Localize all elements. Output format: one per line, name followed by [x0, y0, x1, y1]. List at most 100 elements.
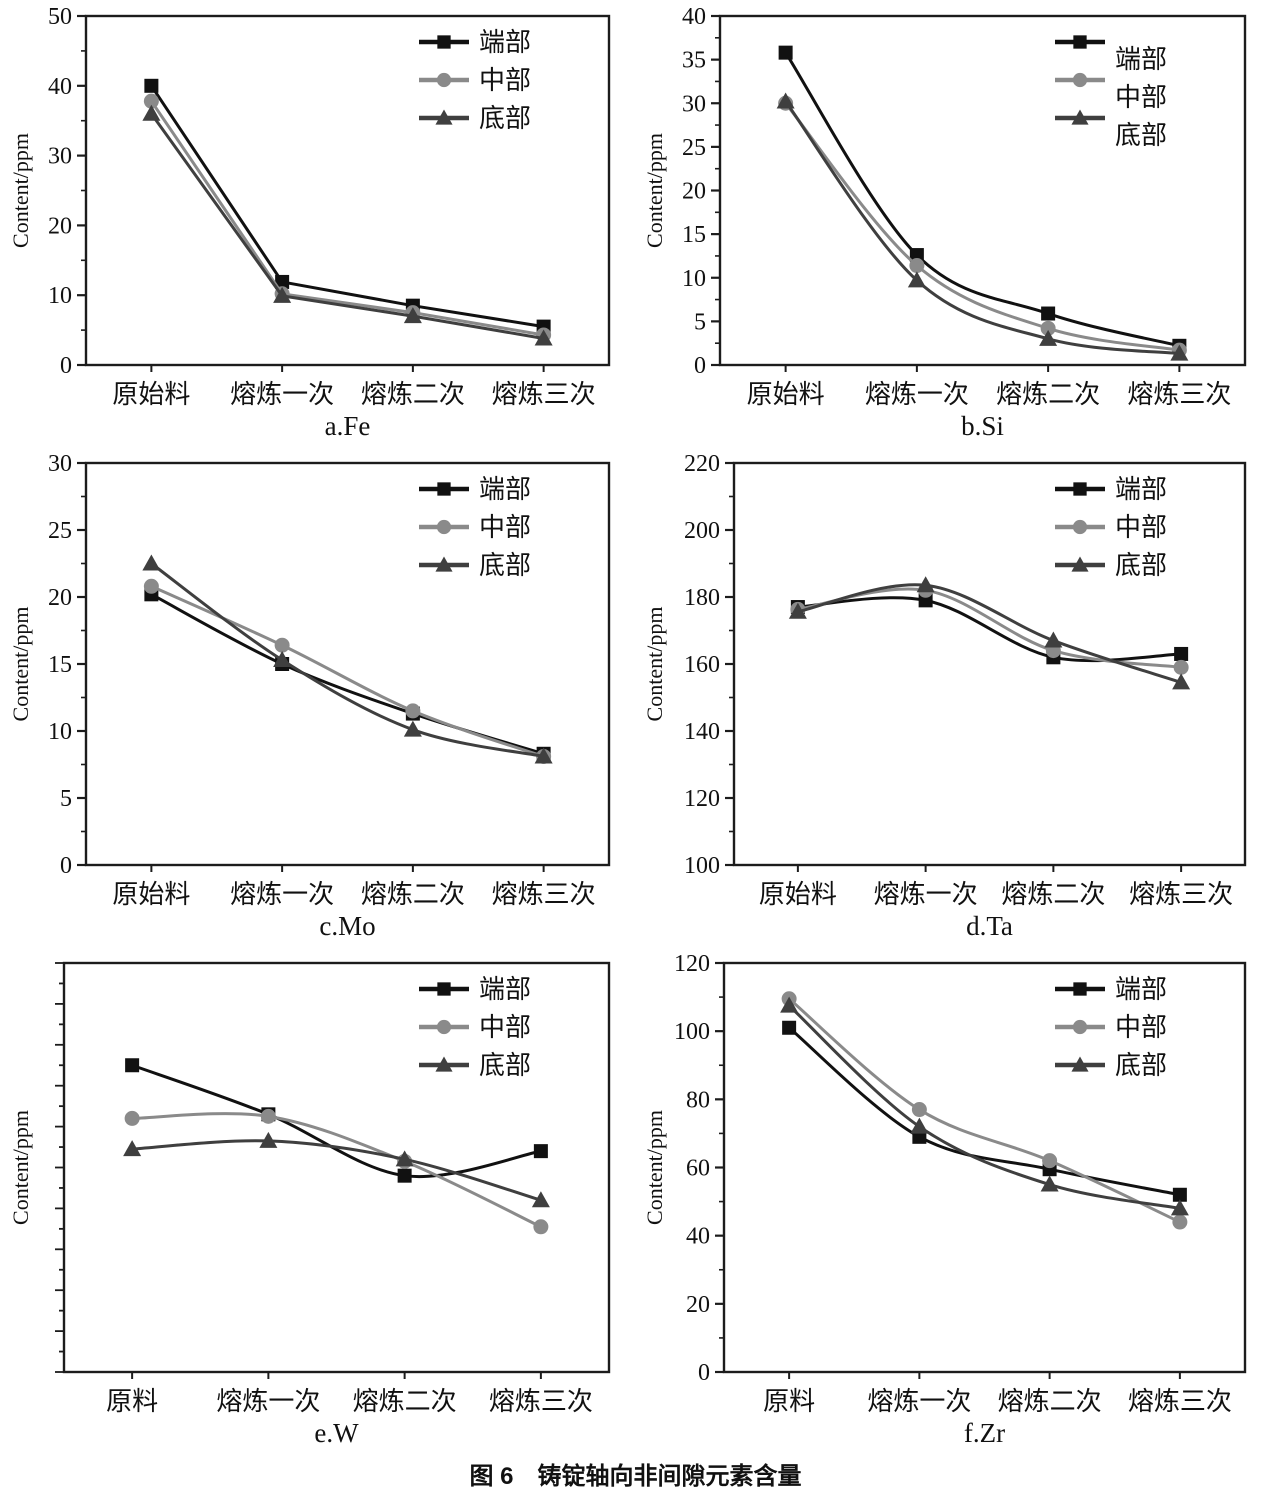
series-line-end	[150, 84, 544, 329]
triangle-marker	[776, 92, 795, 109]
x-category-label: 熔炼三次	[1129, 880, 1233, 909]
legend-label-end: 端部	[479, 475, 531, 504]
series-line-middle	[132, 1112, 542, 1229]
fe-chart-svg: 0 10 20 30 40 50 Content/ppm 原始料 熔炼一次 熔炼二次 熔炼三次 a.F…	[8, 4, 611, 441]
circle-marker	[911, 1102, 927, 1118]
y-tick-label: 140	[684, 719, 720, 745]
triangle-marker	[403, 720, 422, 737]
x-category-label: 熔炼一次	[874, 880, 978, 909]
x-category-label: 熔炼三次	[489, 1387, 593, 1416]
y-tick-label: 20	[48, 213, 72, 239]
legend-label-end: 端部	[1115, 975, 1167, 1004]
triangle-marker	[435, 1056, 453, 1072]
y-axis: 100 120 140 160 180 200 220	[684, 451, 734, 879]
square-marker	[144, 78, 159, 93]
y-tick-label: 0	[698, 1360, 710, 1386]
circle-marker	[1072, 519, 1088, 535]
y-tick-label: 5	[60, 786, 72, 812]
y-tick-label: 15	[48, 652, 72, 678]
triangle-marker	[123, 1140, 142, 1157]
plot-frame	[732, 461, 1247, 867]
circle-marker	[405, 703, 421, 719]
chart-sublabel: c.Mo	[319, 911, 375, 941]
series-line-bottom	[132, 1139, 542, 1202]
triangle-marker	[534, 329, 553, 346]
series-line-bottom	[797, 583, 1182, 684]
triangle-marker	[1039, 329, 1058, 346]
x-category-label: 熔炼二次	[361, 380, 465, 409]
triangle-marker	[142, 554, 161, 571]
square-marker	[533, 1144, 548, 1159]
triangle-marker	[435, 109, 453, 125]
x-axis: 原始料 熔炼一次 熔炼二次 熔炼三次	[759, 865, 1233, 909]
y-tick-label: 0	[60, 853, 72, 879]
y-tick-label: 30	[682, 91, 706, 117]
y-tick-label: 35	[682, 48, 706, 74]
x-axis: 原料 熔炼一次 熔炼二次 熔炼三次	[763, 1372, 1232, 1416]
x-category-label: 熔炼三次	[1127, 380, 1231, 409]
triangle-marker	[531, 1191, 550, 1208]
legend-label-bottom: 底部	[479, 104, 531, 133]
series-markers-bottom	[142, 554, 553, 764]
chart-sublabel: f.Zr	[964, 1418, 1005, 1448]
square-marker	[778, 45, 793, 60]
x-category-label: 熔炼二次	[361, 880, 465, 909]
square-marker	[397, 1168, 412, 1183]
y-tick-label: 200	[684, 518, 720, 544]
legend-label-bottom: 底部	[1115, 121, 1167, 150]
chart-si: 0 5 10 15 20 25 30 35 40 Content/ppm 原始料 熔炼一次 熔炼二次 熔炼…	[636, 0, 1269, 445]
x-category-label: 原始料	[112, 880, 190, 909]
circle-marker	[143, 93, 159, 109]
legend-label-end: 端部	[1115, 45, 1167, 74]
x-axis: 原始料 熔炼一次 熔炼二次 熔炼三次	[747, 365, 1231, 409]
square-marker	[782, 1020, 797, 1035]
x-category-label: 原始料	[759, 880, 837, 909]
y-axis	[55, 962, 64, 1373]
y-tick-label: 0	[694, 353, 706, 379]
triangle-marker	[435, 556, 453, 572]
x-category-label: 熔炼一次	[230, 880, 334, 909]
x-category-label: 熔炼一次	[216, 1387, 320, 1416]
chart-sublabel: e.W	[314, 1418, 359, 1448]
chart-zr: 0 20 40 60 80 100 120 Content/ppm 原料 熔炼一次 熔炼二次 熔炼三次…	[636, 947, 1269, 1452]
legend-label-end: 端部	[479, 28, 531, 57]
series-markers-middle	[781, 991, 1188, 1230]
legend-label-end: 端部	[1115, 475, 1167, 504]
square-marker	[909, 248, 924, 263]
circle-marker	[1040, 320, 1056, 336]
circle-marker	[143, 578, 159, 594]
x-category-label: 熔炼三次	[1128, 1387, 1232, 1416]
triangle-marker	[1170, 1199, 1189, 1216]
legend-label-middle: 中部	[479, 66, 531, 95]
x-category-label: 原始料	[747, 380, 825, 409]
circle-marker	[436, 519, 452, 535]
series-line-middle	[784, 102, 1180, 352]
circle-marker	[124, 1110, 140, 1126]
series-line-end	[131, 1063, 542, 1179]
triangle-marker	[403, 307, 422, 324]
x-category-label: 熔炼三次	[492, 380, 596, 409]
square-marker	[437, 482, 451, 496]
y-tick-label: 40	[48, 74, 72, 100]
square-marker	[1073, 982, 1087, 996]
y-tick-label: 100	[674, 1019, 710, 1045]
square-marker	[437, 982, 451, 996]
x-category-label: 熔炼二次	[996, 380, 1100, 409]
circle-marker	[1072, 72, 1088, 88]
y-axis-title: Content/ppm	[642, 1110, 667, 1225]
mo-chart-svg: 0 5 10 15 20 25 30 Content/ppm 原始料 熔炼一次 熔炼二次 熔炼三次 c.…	[8, 451, 611, 941]
series-line-middle	[150, 584, 545, 758]
triangle-marker	[780, 996, 799, 1013]
triangle-marker	[1044, 631, 1063, 648]
triangle-marker	[1040, 1175, 1059, 1192]
chart-mo: 0 5 10 15 20 25 30 Content/ppm 原始料 熔炼一次 熔炼二次 熔炼三次 c.…	[2, 447, 633, 945]
series-line-end	[784, 51, 1180, 348]
x-axis: 原料 熔炼一次 熔炼二次 熔炼三次	[106, 1372, 593, 1416]
triangle-marker	[534, 747, 553, 764]
y-tick-label: 30	[48, 144, 72, 170]
y-tick-label: 25	[682, 135, 706, 161]
y-tick-label: 80	[686, 1087, 710, 1113]
figure-caption: 图 6 铸锭轴向非间隙元素含量	[469, 1463, 802, 1490]
